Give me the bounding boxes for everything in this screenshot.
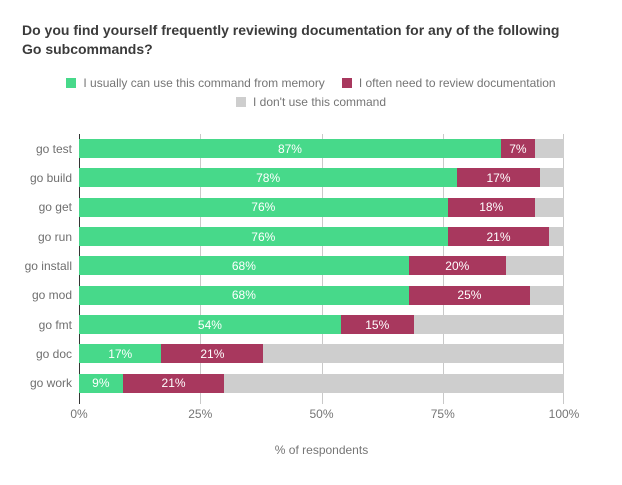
bar-segment: 25% bbox=[408, 285, 531, 305]
bar-row: go mod 68% 25% bbox=[32, 281, 564, 310]
category-label: go get bbox=[38, 200, 72, 215]
bar-value-label: 68% bbox=[231, 288, 256, 303]
category-label: go doc bbox=[35, 346, 72, 361]
category-label: go mod bbox=[31, 288, 72, 303]
bar-segment bbox=[505, 256, 564, 276]
bar-segment: 78% bbox=[79, 168, 458, 188]
bar-segment: 21% bbox=[161, 344, 264, 364]
bar-row: go doc 17% 21% bbox=[36, 339, 564, 368]
category-label: go fmt bbox=[38, 317, 72, 332]
bar-segment: 76% bbox=[79, 227, 448, 247]
legend-swatch-gray-icon bbox=[235, 97, 246, 107]
bar-row: go get 76% 18% bbox=[39, 193, 564, 222]
bar-segment bbox=[534, 139, 564, 159]
x-axis-title: % of respondents bbox=[274, 443, 369, 457]
bar-value-label: 87% bbox=[277, 141, 302, 156]
stacked-bar: 87% 7% bbox=[79, 139, 564, 159]
legend: I usually can use this command from memo… bbox=[0, 76, 622, 109]
plot-area: go test 87% 7% go build 78% 17% go get 76% 18% go… bbox=[25, 134, 579, 457]
bar-value-label: 21% bbox=[161, 376, 186, 391]
bar-row: go fmt 54% 15% bbox=[39, 310, 564, 339]
category-label: go run bbox=[37, 229, 72, 244]
legend-item-label: I don't use this command bbox=[252, 95, 387, 109]
bar-segment bbox=[549, 227, 564, 247]
bar-segment: 7% bbox=[500, 139, 535, 159]
category-label: go install bbox=[24, 258, 72, 273]
stacked-bar: 76% 21% bbox=[79, 227, 564, 247]
chart-title: Do you find yourself frequently reviewin… bbox=[22, 22, 560, 57]
bar-value-label: 7% bbox=[509, 141, 527, 156]
bar-segment: 17% bbox=[457, 168, 540, 188]
stacked-bar: 78% 17% bbox=[79, 168, 564, 188]
bar-row: go install 68% 20% bbox=[25, 251, 564, 280]
category-label: go work bbox=[29, 376, 72, 391]
x-tick-label: 75% bbox=[430, 407, 455, 421]
bar-segment bbox=[534, 197, 564, 217]
bar-value-label: 21% bbox=[486, 229, 511, 244]
bar-segment: 68% bbox=[79, 256, 409, 276]
x-tick-label: 25% bbox=[188, 407, 213, 421]
bar-value-label: 76% bbox=[251, 229, 276, 244]
bar-segment: 18% bbox=[447, 197, 535, 217]
x-tick-label: 100% bbox=[548, 407, 580, 421]
bar-segment: 76% bbox=[79, 197, 448, 217]
bar-segment: 54% bbox=[79, 315, 341, 335]
legend-item-review-documentation: I often need to review documentation bbox=[341, 76, 556, 90]
x-tick-label: 0% bbox=[70, 407, 88, 421]
legend-row-1: I usually can use this command from memo… bbox=[66, 76, 556, 90]
bar-segment: 17% bbox=[79, 344, 162, 364]
x-tick-label: 50% bbox=[309, 407, 334, 421]
bar-value-label: 68% bbox=[231, 258, 256, 273]
stacked-bar: 54% 15% bbox=[79, 315, 564, 335]
bar-segment bbox=[530, 285, 564, 305]
bar-value-label: 20% bbox=[445, 258, 470, 273]
bar-segment bbox=[263, 344, 564, 364]
bar-segment: 21% bbox=[447, 227, 550, 247]
bar-row: go build 78% 17% bbox=[30, 163, 564, 192]
legend-swatch-crimson-icon bbox=[341, 78, 352, 88]
bar-segment: 20% bbox=[408, 256, 506, 276]
bar-segment: 87% bbox=[79, 139, 501, 159]
legend-swatch-green-icon bbox=[66, 78, 77, 88]
bar-value-label: 17% bbox=[486, 170, 511, 185]
bar-value-label: 15% bbox=[365, 317, 390, 332]
legend-item-label: I often need to review documentation bbox=[358, 76, 556, 90]
bar-row: go work 9% 21% bbox=[30, 369, 564, 398]
bar-value-label: 9% bbox=[92, 376, 110, 391]
stacked-bar: 68% 25% bbox=[79, 285, 564, 305]
bar-segment: 15% bbox=[340, 315, 414, 335]
legend-row-2: I don't use this command bbox=[235, 95, 387, 109]
bar-value-label: 17% bbox=[108, 346, 133, 361]
legend-item-from-memory: I usually can use this command from memo… bbox=[66, 76, 325, 90]
bar-segment bbox=[413, 315, 564, 335]
bars-layer: go test 87% 7% go build 78% 17% go get 76% 18% go… bbox=[25, 134, 564, 398]
legend-item-label: I usually can use this command from memo… bbox=[83, 76, 325, 90]
bar-segment: 9% bbox=[79, 373, 123, 393]
bar-segment: 21% bbox=[122, 373, 225, 393]
stacked-bar: 17% 21% bbox=[79, 344, 564, 364]
bar-segment bbox=[224, 373, 564, 393]
bar-row: go run 76% 21% bbox=[38, 222, 564, 251]
bar-value-label: 25% bbox=[457, 288, 482, 303]
bar-value-label: 78% bbox=[256, 170, 281, 185]
bar-value-label: 76% bbox=[251, 200, 276, 215]
stacked-bar: 9% 21% bbox=[79, 373, 564, 393]
stacked-bar: 68% 20% bbox=[79, 256, 564, 276]
bar-segment: 68% bbox=[79, 285, 409, 305]
category-label: go build bbox=[29, 170, 72, 185]
bar-value-label: 18% bbox=[479, 200, 504, 215]
bar-segment bbox=[539, 168, 564, 188]
category-label: go test bbox=[35, 141, 72, 156]
bar-value-label: 54% bbox=[197, 317, 222, 332]
stacked-bar: 76% 18% bbox=[79, 197, 564, 217]
bar-value-label: 21% bbox=[200, 346, 225, 361]
bar-row: go test 87% 7% bbox=[36, 134, 564, 163]
legend-item-dont-use: I don't use this command bbox=[235, 95, 387, 109]
